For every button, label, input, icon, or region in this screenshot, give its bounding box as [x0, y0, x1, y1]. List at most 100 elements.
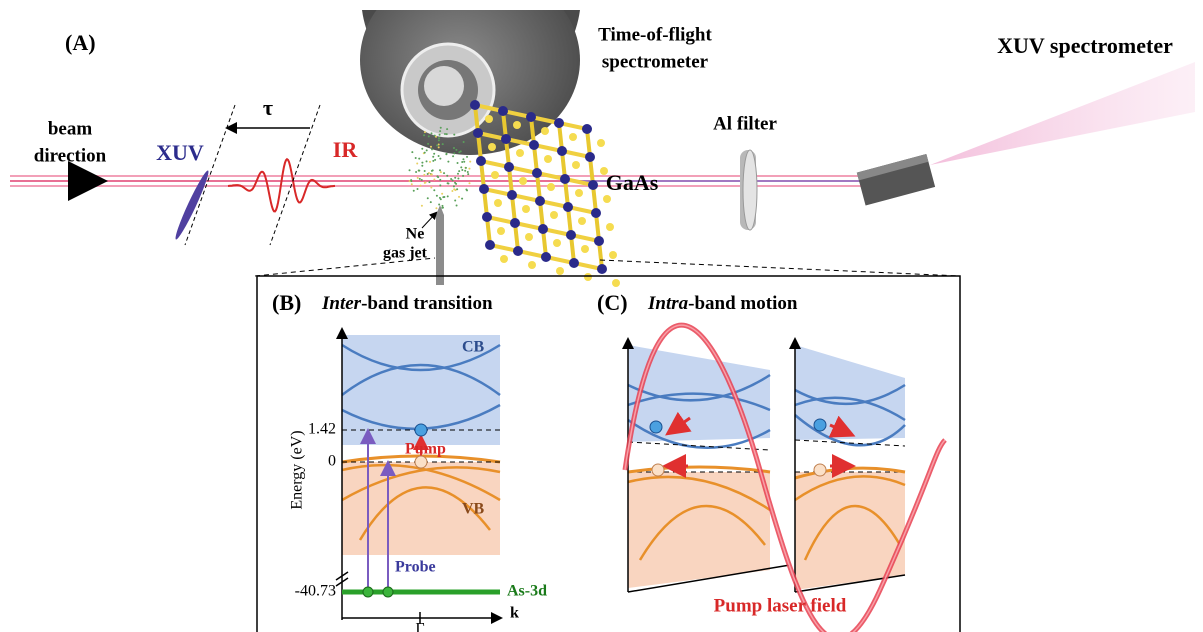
- gas-speck: [426, 149, 428, 151]
- xuv-label: XUV: [156, 140, 204, 165]
- as-atom: [560, 174, 570, 184]
- gas-speck: [452, 179, 454, 181]
- gas-speck: [453, 188, 455, 190]
- gas-speck: [446, 153, 448, 155]
- ga-atom: [572, 161, 580, 169]
- gas-speck: [457, 178, 459, 180]
- sample-label: GaAs: [606, 170, 659, 195]
- gas-speck: [446, 133, 448, 135]
- ga-atom: [581, 245, 589, 253]
- as-atom: [476, 156, 486, 166]
- gas-speck: [462, 158, 464, 160]
- as-atom: [526, 112, 536, 122]
- gas-speck: [416, 163, 418, 165]
- gas-speck: [455, 149, 457, 151]
- intraband-panel-shape: [650, 421, 662, 433]
- gas-speck: [430, 187, 432, 189]
- setup-panel-shape: [600, 260, 960, 276]
- as-atom: [554, 118, 564, 128]
- gas-speck: [435, 207, 437, 209]
- tof-label: Time-of-flight: [598, 24, 712, 45]
- gas-speck: [438, 155, 440, 157]
- ga-atom: [494, 199, 502, 207]
- ga-atom: [550, 211, 558, 219]
- gas-speck: [430, 201, 432, 203]
- interband-panel: (B) Inter-band transition CB VB Energy (…: [272, 290, 547, 632]
- as-atom: [538, 224, 548, 234]
- intraband-panel-shape: [652, 464, 664, 476]
- ga-atom: [513, 121, 521, 129]
- gas-speck: [415, 171, 417, 173]
- probe-label: Probe: [395, 559, 436, 576]
- gas-speck: [418, 158, 420, 160]
- gas-speck: [420, 185, 422, 187]
- gas-speck: [426, 160, 428, 162]
- gas-speck: [453, 147, 455, 149]
- ga-atom: [491, 171, 499, 179]
- gas-speck: [417, 177, 419, 179]
- gas-speck: [433, 178, 435, 180]
- gas-speck: [424, 131, 426, 133]
- page: (A) Time-of-flight spectrometer XUV spec…: [0, 0, 1203, 632]
- gas-speck: [457, 162, 459, 164]
- gas-speck: [439, 169, 441, 171]
- gas-speck: [436, 175, 438, 177]
- ga-atom: [525, 233, 533, 241]
- panel-label: (B): [272, 290, 301, 315]
- gas-speck: [423, 174, 425, 176]
- gas-speck: [458, 196, 460, 198]
- gas-speck: [447, 161, 449, 163]
- gas-speck: [460, 150, 462, 152]
- panel-title-part: Inter: [321, 293, 362, 314]
- xuv-spectrometer-label: XUV spectrometer: [997, 33, 1173, 58]
- ga-atom: [612, 279, 620, 287]
- gas-speck: [421, 179, 423, 181]
- setup-panel-shape: [857, 154, 935, 205]
- as-atom: [563, 202, 573, 212]
- as-atom: [557, 146, 567, 156]
- gas-speck: [434, 159, 436, 161]
- interband-panel-shape: [383, 587, 393, 597]
- ga-atom: [606, 223, 614, 231]
- gas-speck: [456, 205, 458, 207]
- ga-atom: [575, 189, 583, 197]
- gas-speck: [462, 175, 464, 177]
- gas-speck: [447, 182, 449, 184]
- gas-speck: [433, 153, 435, 155]
- gas-speck: [431, 148, 433, 150]
- gas-jet-label: gas jet: [383, 245, 428, 262]
- gas-speck: [429, 161, 431, 163]
- ga-atom: [522, 205, 530, 213]
- intraband-panel-shape: [814, 419, 826, 431]
- intraband-panel-shape: [628, 442, 770, 450]
- gas-speck: [461, 198, 463, 200]
- figure: (A) Time-of-flight spectrometer XUV spec…: [0, 0, 1203, 632]
- setup-panel-shape: [172, 169, 211, 241]
- gas-speck: [460, 166, 462, 168]
- as-atom: [501, 134, 511, 144]
- ga-atom: [541, 127, 549, 135]
- gas-speck: [453, 152, 455, 154]
- gas-speck: [409, 169, 411, 171]
- as-atom: [591, 208, 601, 218]
- ga-atom: [519, 177, 527, 185]
- as-atom: [582, 124, 592, 134]
- gas-speck: [421, 162, 423, 164]
- gas-speck: [424, 182, 426, 184]
- gas-speck: [451, 190, 453, 192]
- gas-speck: [410, 179, 412, 181]
- as-atom: [504, 162, 514, 172]
- ga-atom: [497, 227, 505, 235]
- as-atom: [513, 246, 523, 256]
- filter-label: Al filter: [713, 113, 777, 134]
- gas-speck: [461, 169, 463, 171]
- setup-panel-shape: [930, 62, 1195, 165]
- field-label: Pump laser field: [714, 595, 847, 616]
- as-atom: [597, 264, 607, 274]
- setup-panel-shape: [355, 0, 595, 10]
- gas-speck: [432, 156, 434, 158]
- gamma-label: Γ: [415, 621, 424, 632]
- gas-speck: [453, 185, 455, 187]
- gas-speck: [418, 170, 420, 172]
- pump-label: Pump: [405, 441, 446, 458]
